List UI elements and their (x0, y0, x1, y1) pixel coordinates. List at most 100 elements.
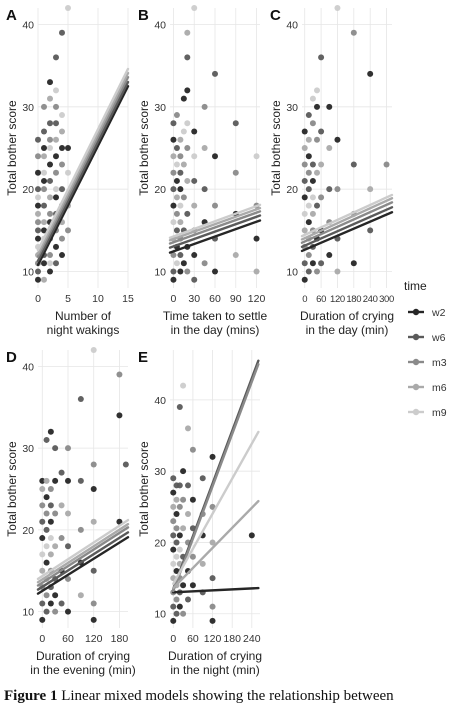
fit-line-m6 (168, 206, 262, 242)
data-point (47, 210, 53, 217)
data-point (184, 145, 191, 151)
data-point (248, 532, 255, 539)
data-point (383, 161, 390, 168)
data-point (53, 87, 59, 94)
y-tick-label: 20 (22, 525, 34, 537)
data-point (47, 260, 53, 267)
data-point (170, 268, 177, 275)
data-point (318, 54, 325, 61)
x-axis-label: in the evening (min) (30, 663, 135, 677)
data-point (65, 145, 71, 151)
figure-canvas: A 10 20 30 40 0 5 10 15 Total bother score Number … (5, 5, 447, 677)
x-tick-label: 0 (35, 293, 41, 305)
data-point (176, 603, 183, 610)
data-point (65, 510, 71, 517)
data-point (209, 603, 216, 610)
data-point (170, 546, 177, 553)
data-point (47, 161, 53, 168)
fit-line-m6 (36, 522, 130, 584)
data-point (116, 412, 123, 419)
data-point (39, 535, 46, 542)
data-point (305, 136, 312, 143)
x-tick-label: 240 (363, 294, 378, 305)
data-point (170, 219, 177, 226)
x-axis-label: night wakings (47, 323, 120, 337)
data-point (41, 260, 47, 267)
data-point (116, 371, 123, 378)
data-point (65, 543, 71, 550)
data-point (52, 543, 59, 550)
fit-line-w6 (168, 214, 262, 249)
data-point (309, 161, 316, 168)
legend-key-point (412, 408, 420, 416)
data-point (177, 169, 184, 176)
data-point (43, 608, 50, 615)
legend-key-point (412, 333, 420, 341)
data-point (301, 227, 308, 234)
data-point (43, 436, 50, 443)
data-point (232, 169, 239, 176)
y-tick-label: 40 (22, 361, 34, 373)
data-point (90, 486, 97, 492)
data-point (309, 260, 316, 267)
data-point (90, 616, 97, 623)
data-point (173, 510, 180, 517)
data-point (39, 551, 46, 558)
data-point (170, 603, 177, 610)
fit-line-w2 (168, 219, 262, 254)
data-point (170, 518, 177, 525)
data-point (309, 177, 316, 184)
data-point (173, 539, 180, 546)
data-point (77, 477, 84, 484)
data-point (77, 526, 84, 533)
data-point (58, 600, 65, 607)
legend-label-m9: m9 (432, 407, 447, 419)
y-tick-label: 10 (22, 607, 34, 619)
data-point (53, 243, 59, 250)
data-point (177, 136, 184, 143)
data-point (232, 120, 239, 127)
data-point (173, 145, 180, 151)
data-point (59, 252, 65, 259)
data-point (184, 268, 191, 275)
data-point (185, 425, 191, 432)
x-tick-label: 180 (346, 294, 361, 305)
data-point (65, 445, 71, 452)
data-point (301, 128, 308, 135)
y-tick-label: 10 (154, 267, 166, 279)
data-point (326, 186, 333, 193)
data-point (170, 120, 177, 127)
data-point (367, 186, 374, 193)
data-point (35, 235, 41, 242)
data-point (185, 482, 191, 489)
legend-key-point (412, 308, 420, 316)
chart-panels: A 10 20 30 40 0 5 10 15 Total bother score Number … (5, 5, 394, 677)
data-point (59, 161, 65, 168)
data-point (43, 543, 50, 550)
data-point (199, 560, 206, 567)
data-point (53, 260, 59, 267)
fit-line-m6 (300, 197, 394, 241)
data-point (52, 445, 59, 452)
y-axis-label: Total bother score (137, 100, 151, 196)
y-tick-label: 30 (154, 102, 166, 114)
data-point (184, 87, 191, 94)
data-point (35, 219, 41, 226)
x-tick-label: 120 (248, 293, 266, 305)
data-point (41, 202, 47, 209)
panel-letter: B (138, 7, 149, 24)
data-point (47, 551, 54, 558)
data-point (305, 252, 312, 259)
data-point (35, 136, 41, 143)
legend-label-m3: m3 (432, 357, 447, 369)
data-point (201, 103, 208, 110)
data-point (41, 227, 47, 234)
data-point (47, 502, 54, 509)
data-point (58, 469, 65, 476)
data-point (191, 202, 198, 209)
data-point (189, 553, 196, 560)
x-axis-label: Duration of crying (36, 649, 130, 663)
fit-line-m3 (36, 75, 130, 258)
fit-line-w6 (300, 206, 394, 249)
data-point (47, 252, 53, 259)
